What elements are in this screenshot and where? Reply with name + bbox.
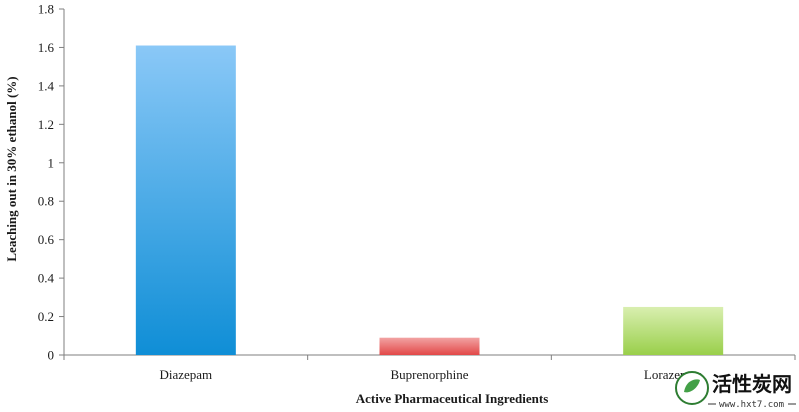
bars <box>135 45 724 356</box>
x-axis-title: Active Pharmaceutical Ingredients <box>356 391 549 406</box>
y-tick-label: 1.6 <box>38 40 55 55</box>
x-category-label: Diazepam <box>159 367 212 382</box>
y-tick-label: 0.6 <box>38 232 55 247</box>
leaf-icon <box>684 379 700 393</box>
y-axis: 0 0.2 0.4 0.6 0.8 1 1.2 1.4 1.6 1.8 <box>38 2 65 363</box>
y-tick-label: 0.4 <box>38 271 55 286</box>
watermark-url: www.hxt7.com <box>719 400 784 410</box>
bar-lorazepam <box>623 306 724 355</box>
watermark-text: 活性炭网 <box>712 372 792 396</box>
watermark: 活性炭网 www.hxt7.com <box>675 371 796 410</box>
bar-diazepam <box>135 45 236 356</box>
y-tick-label: 1.4 <box>38 78 55 93</box>
y-axis-title: Leaching out in 30% ethanol (%) <box>4 76 19 261</box>
y-tick-label: 0.8 <box>38 194 54 209</box>
x-category-label: Buprenorphine <box>391 367 469 382</box>
bar-buprenorphine <box>379 337 480 355</box>
y-tick-label: 1.2 <box>38 117 54 132</box>
y-tick-label: 0.2 <box>38 309 54 324</box>
y-tick-label: 1.8 <box>38 2 54 17</box>
y-tick-label: 0 <box>48 348 55 363</box>
y-tick-label: 1 <box>48 155 55 170</box>
